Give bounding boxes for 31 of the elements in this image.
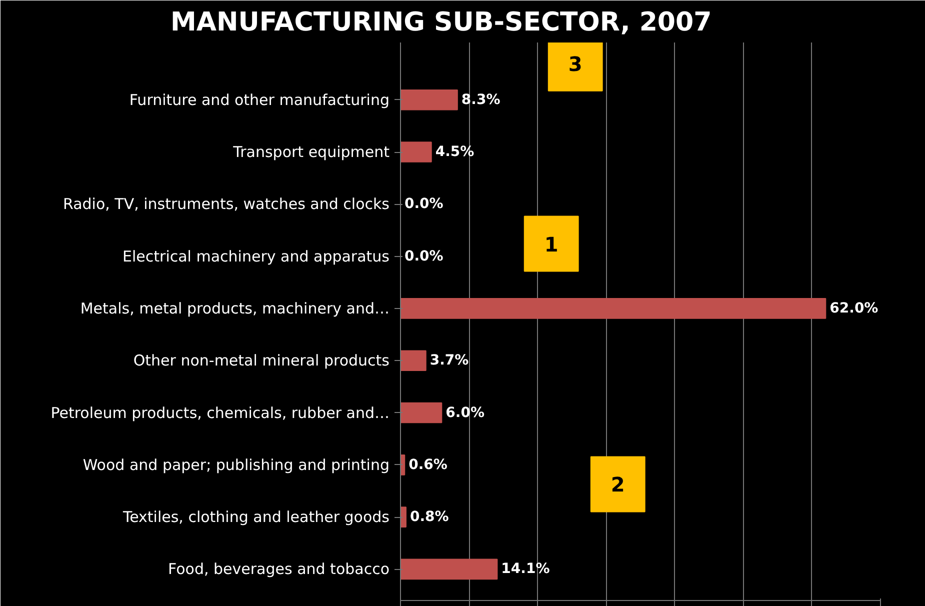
bar	[400, 298, 826, 319]
data-label: 0.6%	[408, 456, 448, 473]
bar	[400, 350, 426, 372]
y-tick-label: Textiles, clothing and leather goods	[122, 508, 390, 526]
data-label: 0.8%	[410, 509, 449, 526]
y-tick-label: Petroleum products, chemicals, rubber and…	[50, 404, 390, 422]
y-tick-label: Transport equipment	[232, 143, 390, 162]
bar	[400, 506, 406, 528]
y-tick-label: Metals, metal products, machinery and…	[80, 299, 390, 318]
annotation: 2	[610, 472, 625, 497]
data-label: 62.0%	[830, 300, 878, 316]
bar	[400, 89, 458, 110]
bar	[400, 402, 442, 424]
data-label: 0.0%	[404, 196, 444, 212]
y-tick-label: Wood and paper; publishing and printing	[82, 456, 390, 474]
y-tick-label: Furniture and other manufacturing	[129, 90, 390, 109]
y-tick-label: Radio, TV, instruments, watches and clocks	[62, 195, 390, 214]
y-tick-label: Food, beverages and tobacco	[168, 560, 390, 578]
y-tick-label: Other non-metal mineral products	[133, 352, 390, 370]
data-label: 14.1%	[501, 561, 550, 578]
annotation: 3	[568, 52, 582, 76]
data-label: 3.7%	[430, 352, 469, 369]
data-label: 6.0%	[446, 404, 484, 421]
annotation: 1	[544, 232, 558, 256]
bar	[400, 558, 498, 580]
data-label: 4.5%	[435, 144, 474, 160]
y-tick-label: Electrical machinery and apparatus	[122, 247, 390, 266]
data-label: 8.3%	[461, 92, 500, 108]
bar	[400, 142, 432, 162]
data-label: 0.0%	[404, 248, 444, 264]
chart-title: MANUFACTURING SUB-SECTOR, 2007	[170, 8, 712, 38]
